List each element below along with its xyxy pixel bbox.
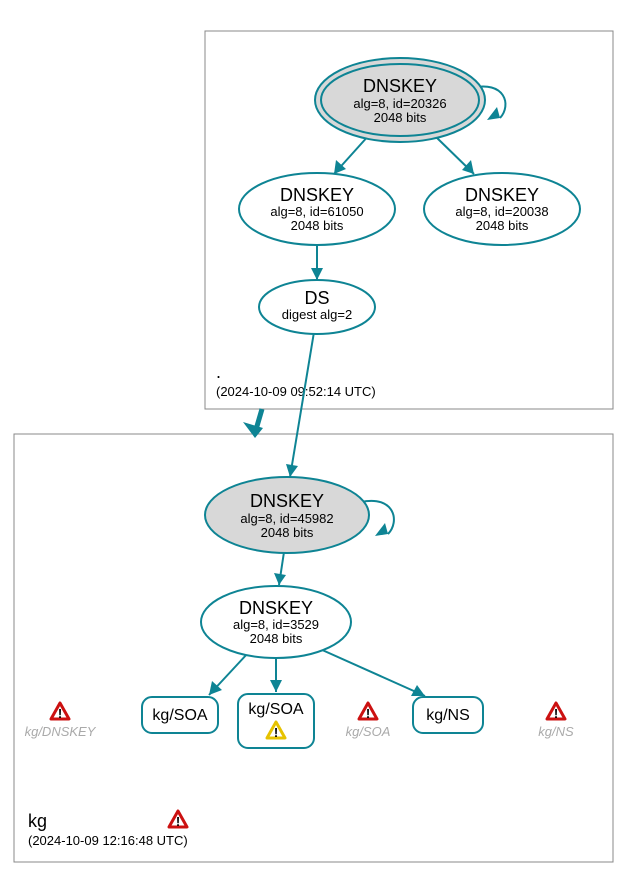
node-ds: DS digest alg=2 bbox=[259, 280, 375, 334]
svg-text:DNSKEY: DNSKEY bbox=[465, 185, 539, 205]
svg-text:2048 bits: 2048 bits bbox=[476, 218, 529, 233]
zone-kg-warning-icon: ! bbox=[169, 811, 187, 829]
svg-text:alg=8, id=45982: alg=8, id=45982 bbox=[240, 511, 333, 526]
svg-text:DNSKEY: DNSKEY bbox=[250, 491, 324, 511]
record-ns: kg/NS bbox=[413, 697, 483, 733]
node-root-zsk1: DNSKEY alg=8, id=61050 2048 bits bbox=[239, 173, 395, 245]
svg-text:2048 bits: 2048 bits bbox=[291, 218, 344, 233]
svg-text:kg/SOA: kg/SOA bbox=[346, 724, 391, 739]
svg-text:!: ! bbox=[554, 706, 558, 721]
svg-text:DS: DS bbox=[304, 288, 329, 308]
svg-text:2048 bits: 2048 bits bbox=[250, 631, 303, 646]
svg-text:kg/SOA: kg/SOA bbox=[248, 701, 303, 718]
svg-text:DNSKEY: DNSKEY bbox=[280, 185, 354, 205]
svg-text:alg=8, id=20038: alg=8, id=20038 bbox=[455, 204, 548, 219]
svg-text:alg=8, id=61050: alg=8, id=61050 bbox=[270, 204, 363, 219]
node-kg-ksk: DNSKEY alg=8, id=45982 2048 bits bbox=[205, 477, 369, 553]
node-root-zsk2: DNSKEY alg=8, id=20038 2048 bits bbox=[424, 173, 580, 245]
ghost-dnskey: ! kg/DNSKEY bbox=[25, 703, 97, 739]
svg-text:2048 bits: 2048 bits bbox=[374, 110, 427, 125]
svg-text:!: ! bbox=[366, 706, 370, 721]
svg-text:kg/NS: kg/NS bbox=[426, 707, 470, 724]
svg-text:alg=8, id=3529: alg=8, id=3529 bbox=[233, 617, 319, 632]
svg-text:kg/NS: kg/NS bbox=[538, 724, 574, 739]
svg-text:DNSKEY: DNSKEY bbox=[363, 76, 437, 96]
node-kg-zsk: DNSKEY alg=8, id=3529 2048 bits bbox=[201, 586, 351, 658]
record-soa2: kg/SOA ! bbox=[238, 694, 314, 748]
svg-text:alg=8, id=20326: alg=8, id=20326 bbox=[353, 96, 446, 111]
zone-kg-label: kg bbox=[28, 811, 47, 831]
zone-root-label: . bbox=[216, 362, 221, 382]
zone-kg-timestamp: (2024-10-09 12:16:48 UTC) bbox=[28, 833, 188, 848]
svg-text:kg/SOA: kg/SOA bbox=[152, 707, 207, 724]
record-soa1: kg/SOA bbox=[142, 697, 218, 733]
svg-text:2048 bits: 2048 bits bbox=[261, 525, 314, 540]
node-root-ksk: DNSKEY alg=8, id=20326 2048 bits bbox=[315, 58, 485, 142]
svg-text:!: ! bbox=[176, 814, 180, 829]
ghost-soa: ! kg/SOA bbox=[346, 703, 391, 739]
svg-text:!: ! bbox=[58, 706, 62, 721]
svg-text:digest alg=2: digest alg=2 bbox=[282, 307, 352, 322]
ghost-ns: ! kg/NS bbox=[538, 703, 574, 739]
svg-text:DNSKEY: DNSKEY bbox=[239, 598, 313, 618]
svg-text:!: ! bbox=[274, 725, 278, 740]
zone-root-timestamp: (2024-10-09 09:52:14 UTC) bbox=[216, 384, 376, 399]
svg-text:kg/DNSKEY: kg/DNSKEY bbox=[25, 724, 97, 739]
